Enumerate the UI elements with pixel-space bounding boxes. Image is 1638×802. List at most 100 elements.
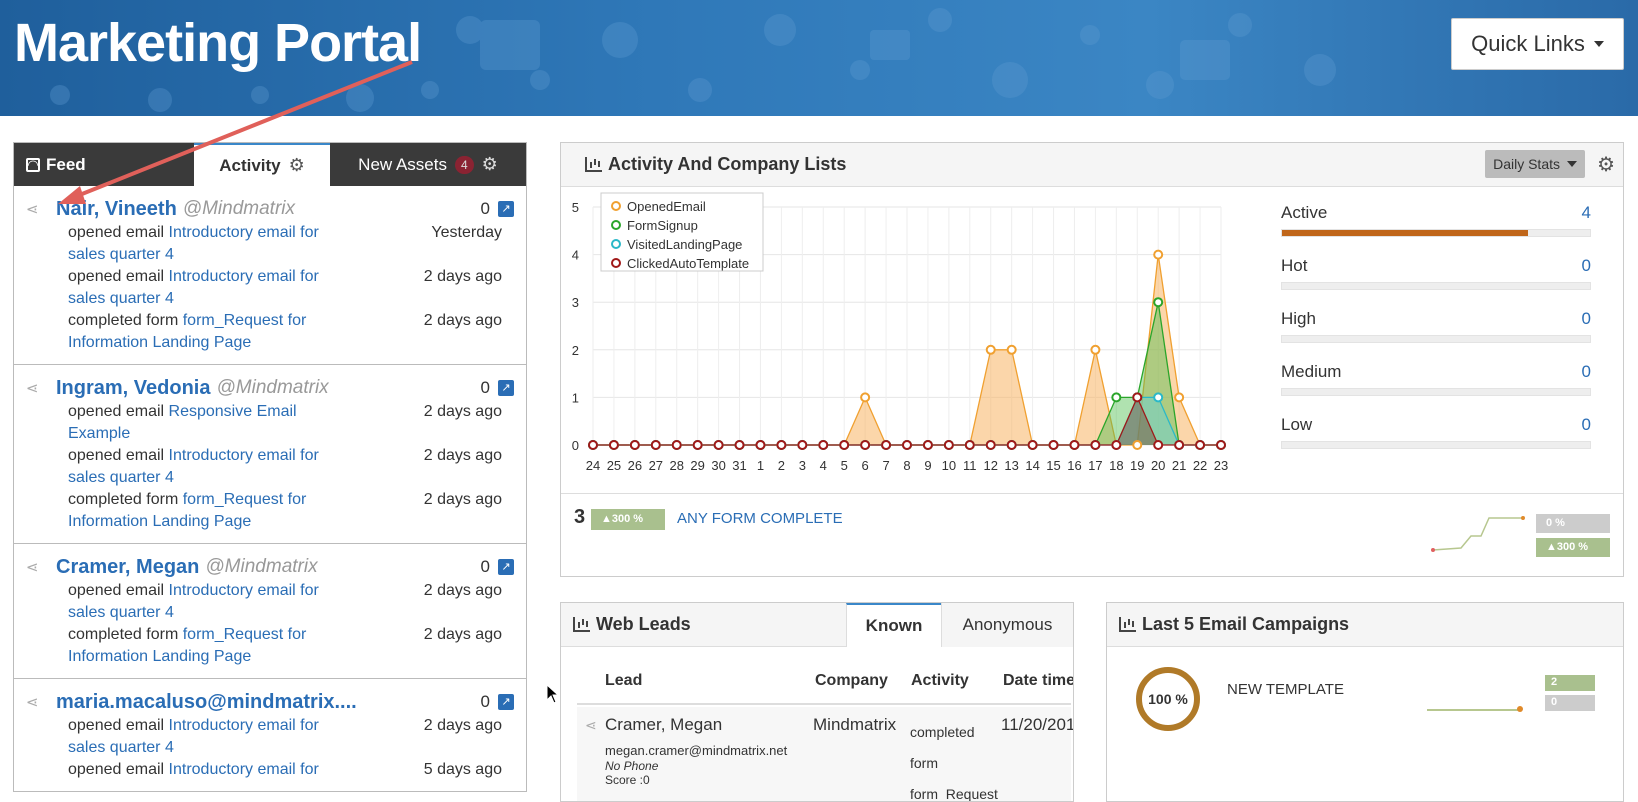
x-tick-label: 22 xyxy=(1193,458,1207,473)
status-progress-bar xyxy=(1281,335,1591,343)
gear-icon[interactable]: ⚙ xyxy=(1597,154,1615,176)
tab-activity[interactable]: Activity ⚙ xyxy=(194,143,330,186)
x-tick-label: 12 xyxy=(983,458,997,473)
x-tick-label: 25 xyxy=(607,458,621,473)
entry-header: ⋖ Cramer, Megan @Mindmatrix 0 ↗ xyxy=(26,554,514,580)
status-value-link[interactable]: 0 xyxy=(1581,309,1591,328)
campaign-name[interactable]: NEW TEMPLATE xyxy=(1227,681,1344,698)
external-link-icon[interactable]: ↗ xyxy=(498,201,514,217)
x-tick-label: 7 xyxy=(882,458,889,473)
x-tick-label: 28 xyxy=(669,458,683,473)
share-icon[interactable]: ⋖ xyxy=(26,694,39,711)
activity-link[interactable]: form_Request for Information Landing Pag… xyxy=(68,312,307,351)
share-icon[interactable]: ⋖ xyxy=(26,380,39,397)
data-point xyxy=(1174,440,1185,450)
panel-title: Last 5 Email Campaigns xyxy=(1142,614,1350,634)
status-value-link[interactable]: 0 xyxy=(1581,415,1591,434)
any-form-complete-link[interactable]: ANY FORM COMPLETE xyxy=(677,510,843,527)
quick-links-dropdown[interactable]: Quick Links xyxy=(1451,18,1624,70)
entry-name-link[interactable]: maria.macaluso@mindmatrix.... xyxy=(56,690,357,713)
column-date-time[interactable]: Date time xyxy=(1003,672,1074,689)
activity-text: opened email Introductory email for sale… xyxy=(68,445,358,489)
data-point xyxy=(943,440,954,450)
lead-name[interactable]: Cramer, Megan xyxy=(605,715,723,734)
gear-icon[interactable]: ⚙ xyxy=(288,155,305,175)
external-link-icon[interactable]: ↗ xyxy=(498,694,514,710)
activity-text: completed form form_Request for Informat… xyxy=(68,489,358,533)
status-value-link[interactable]: 4 xyxy=(1581,203,1591,222)
activity-text: opened email Introductory email for sale… xyxy=(68,266,358,310)
entry-count: 0 xyxy=(480,199,490,218)
data-point xyxy=(1111,392,1122,403)
legend-marker xyxy=(611,220,621,230)
x-tick-label: 13 xyxy=(1004,458,1018,473)
activity-action: opened email xyxy=(68,761,165,778)
tab-feed[interactable]: ◠ Feed xyxy=(14,143,194,186)
x-tick-label: 4 xyxy=(820,458,827,473)
status-value-link[interactable]: 0 xyxy=(1581,256,1591,275)
activity-link[interactable]: Introductory email for sales quarter 4 xyxy=(68,224,319,263)
legend-marker xyxy=(611,258,621,268)
status-label: Medium xyxy=(1281,362,1342,381)
sparkline xyxy=(1431,516,1525,552)
share-icon[interactable]: ⋖ xyxy=(26,559,39,576)
lead-company: Mindmatrix xyxy=(813,715,897,734)
entry-name-link[interactable]: Ingram, Vedonia xyxy=(56,376,211,399)
activity-line: opened email Introductory email for sale… xyxy=(26,715,514,759)
y-tick-label: 4 xyxy=(572,248,579,263)
external-link-icon[interactable]: ↗ xyxy=(498,380,514,396)
status-list: Active 4 Hot 0 High 0 Medium 0 Low 0 xyxy=(1281,203,1601,468)
activity-link[interactable]: Introductory email for sales quarter 4 xyxy=(68,447,319,486)
header-banner: Marketing Portal Quick Links xyxy=(0,0,1638,116)
tab-anonymous[interactable]: Anonymous xyxy=(941,603,1073,647)
caret-down-icon xyxy=(1567,161,1577,167)
tab-new-assets[interactable]: New Assets 4 ⚙ xyxy=(330,143,526,186)
activity-link[interactable]: form_Request for Information Landing Pag… xyxy=(68,491,307,530)
entry-count: 0 xyxy=(480,378,490,397)
gear-icon[interactable]: ⚙ xyxy=(481,154,498,174)
table-row[interactable]: ⋖ Cramer, Megan megan.cramer@mindmatrix.… xyxy=(577,707,1073,802)
activity-link[interactable]: Introductory email for sales quarter 4 xyxy=(68,582,319,621)
status-label: Active xyxy=(1281,203,1328,222)
activity-time: 2 days ago xyxy=(423,447,502,464)
x-tick-label: 23 xyxy=(1214,458,1228,473)
column-lead[interactable]: Lead xyxy=(605,672,643,689)
campaign-sparkline-dot xyxy=(1517,706,1523,712)
data-point xyxy=(1195,440,1206,450)
share-icon[interactable]: ⋖ xyxy=(585,717,597,733)
data-point xyxy=(608,440,619,450)
data-point xyxy=(776,440,787,450)
activity-link[interactable]: form_Request for Information Landing Pag… xyxy=(68,626,307,665)
activity-time: 5 days ago xyxy=(423,761,502,778)
lead-activity: completed form form_Request xyxy=(910,724,998,802)
activity-line: completed form form_Request for Informat… xyxy=(26,310,514,354)
entry-name-link[interactable]: Cramer, Megan xyxy=(56,555,200,578)
activity-time: 2 days ago xyxy=(423,626,502,643)
activity-line: opened email Introductory email for sale… xyxy=(26,580,514,624)
tab-known[interactable]: Known xyxy=(846,603,941,647)
activity-link[interactable]: Responsive Email Example xyxy=(68,403,297,442)
activity-link[interactable]: Introductory email for sales quarter 4 xyxy=(68,717,319,756)
entry-org: @Mindmatrix xyxy=(216,377,329,398)
summary-count: 3 xyxy=(574,506,586,528)
share-icon[interactable]: ⋖ xyxy=(26,201,39,218)
column-company[interactable]: Company xyxy=(815,672,888,689)
activity-link[interactable]: Introductory email for xyxy=(168,761,319,778)
data-point xyxy=(902,440,912,450)
web-leads-tabs: Known Anonymous xyxy=(846,603,1073,647)
y-tick-label: 3 xyxy=(572,295,579,310)
data-point xyxy=(1006,440,1017,450)
status-progress-fill xyxy=(1282,230,1529,236)
status-value-link[interactable]: 0 xyxy=(1581,362,1591,381)
campaign-percent-ring: 100 % xyxy=(1136,667,1200,731)
entry-name-link[interactable]: Nair, Vineeth xyxy=(56,197,177,220)
activity-line: opened email Introductory email for sale… xyxy=(26,266,514,310)
external-link-icon[interactable]: ↗ xyxy=(498,559,514,575)
activity-link[interactable]: Introductory email for sales quarter 4 xyxy=(68,268,319,307)
column-activity[interactable]: Activity xyxy=(911,672,969,689)
x-tick-label: 5 xyxy=(841,458,848,473)
web-leads-panel: Web Leads Known Anonymous Lead Company A… xyxy=(560,602,1074,802)
activity-text: completed form form_Request for Informat… xyxy=(68,624,358,668)
daily-stats-dropdown[interactable]: Daily Stats xyxy=(1485,150,1585,178)
data-point xyxy=(1174,392,1185,403)
